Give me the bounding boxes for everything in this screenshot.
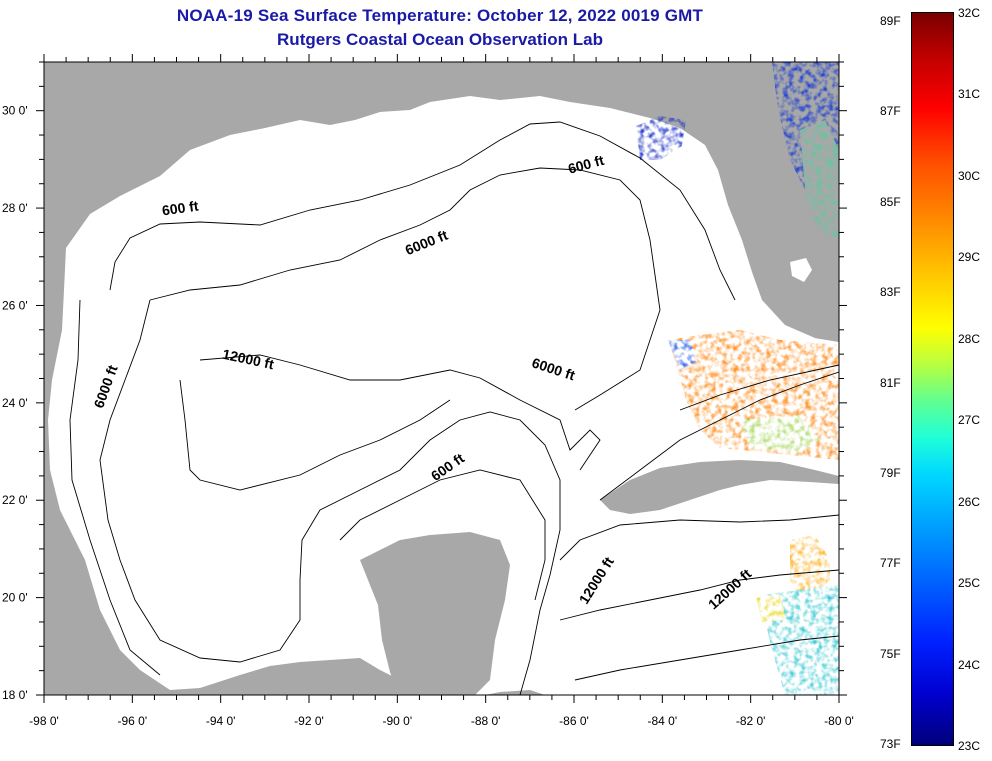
lon-tick-label: -82 0' [736,714,766,728]
colorbar-celsius-label: 27C [958,413,981,428]
lon-tick-label: -86 0' [559,714,589,728]
lat-tick-label: 22 0' [2,493,28,507]
contour-12000ft-abyssal [199,354,601,471]
lon-tick-label: -94 0' [206,714,236,728]
sst-swath-caribbean-yellow [756,594,786,622]
colorbar-celsius-label: 31C [958,87,981,102]
sst-swath-caribbean-warm [790,535,830,600]
map-title: NOAA-19 Sea Surface Temperature: October… [176,6,704,25]
contour-12000ft-cayman [559,569,839,621]
contour-12000ft-caribbean [559,514,839,561]
lat-tick-label: 30 0' [2,104,28,118]
colorbar-fahrenheit-label: 83F [880,285,901,300]
colorbar-fahrenheit-label: 87F [880,104,901,119]
contour-6000ft-north [149,167,661,411]
colorbar-celsius-label: 24C [958,657,981,672]
sst-swath-big-bend [636,116,686,160]
contour-straits-2 [679,364,839,411]
sst-swaths [636,62,839,695]
colorbar-celsius-label: 26C [958,494,981,509]
colorbar-fahrenheit-label: 73F [880,737,901,751]
lon-tick-label: -98 0' [29,714,59,728]
contour-600ft-north [109,121,736,301]
lat-tick-label: 28 0' [2,201,28,215]
cuba-land [600,460,839,514]
contour-6000ft-west [99,299,561,695]
lat-tick-label: 20 0' [2,591,28,605]
yucatan-land [360,532,510,695]
colorbar-celsius-label: 29C [958,250,981,265]
contour-600ft-yucatan [339,469,546,601]
colorbar-fahrenheit-label: 85F [880,194,901,209]
lat-tick-label: 24 0' [2,396,28,410]
caribbean-water [561,490,839,695]
map-subtitle: Rutgers Coastal Ocean Observation Lab [277,30,603,49]
sst-swath-straits-mix [740,415,820,452]
colorbar-celsius-label: 28C [958,331,981,346]
colorbar-fahrenheit-label: 81F [880,375,901,390]
colorbar-fahrenheit-label: 79F [880,465,901,480]
axis-labels: -98 0' -96 0' -94 0' -92 0' -90 0' -88 0' -86 … [2,104,854,728]
colorbar-fahrenheit-label: 75F [880,646,901,661]
lat-tick-label: 26 0' [2,298,28,312]
lake-okeechobee [790,258,812,282]
temperature-colorbar [911,12,954,746]
contour-west-shelf [69,299,161,676]
contour-straits [599,371,839,501]
lon-tick-label: -96 0' [118,714,148,728]
sst-swath-north-florida-warm [800,120,839,240]
lon-tick-label: -80 0' [824,714,854,728]
colorbar-fahrenheit-label: 89F [880,14,901,28]
lon-tick-label: -92 0' [294,714,324,728]
colorbar-celsius-label: 32C [958,6,981,20]
frame-ticks [36,54,847,703]
colorbar-fahrenheit-label: 77F [880,556,901,571]
sst-swath-keys-cool [668,340,696,370]
bathymetry-contours [69,121,839,695]
lon-tick-label: -84 0' [648,714,678,728]
lon-tick-label: -88 0' [471,714,501,728]
colorbar-celsius-label: 23C [958,739,981,753]
colorbar-celsius-label: 25C [958,576,981,591]
lon-tick-label: -90 0' [383,714,413,728]
contour-label: 600 ft [161,197,200,218]
colorbar-celsius-label: 30C [958,168,981,183]
contour-12000ft-basin [179,379,451,491]
contour-caribbean-south [574,635,839,681]
lat-tick-label: 18 0' [2,688,28,702]
